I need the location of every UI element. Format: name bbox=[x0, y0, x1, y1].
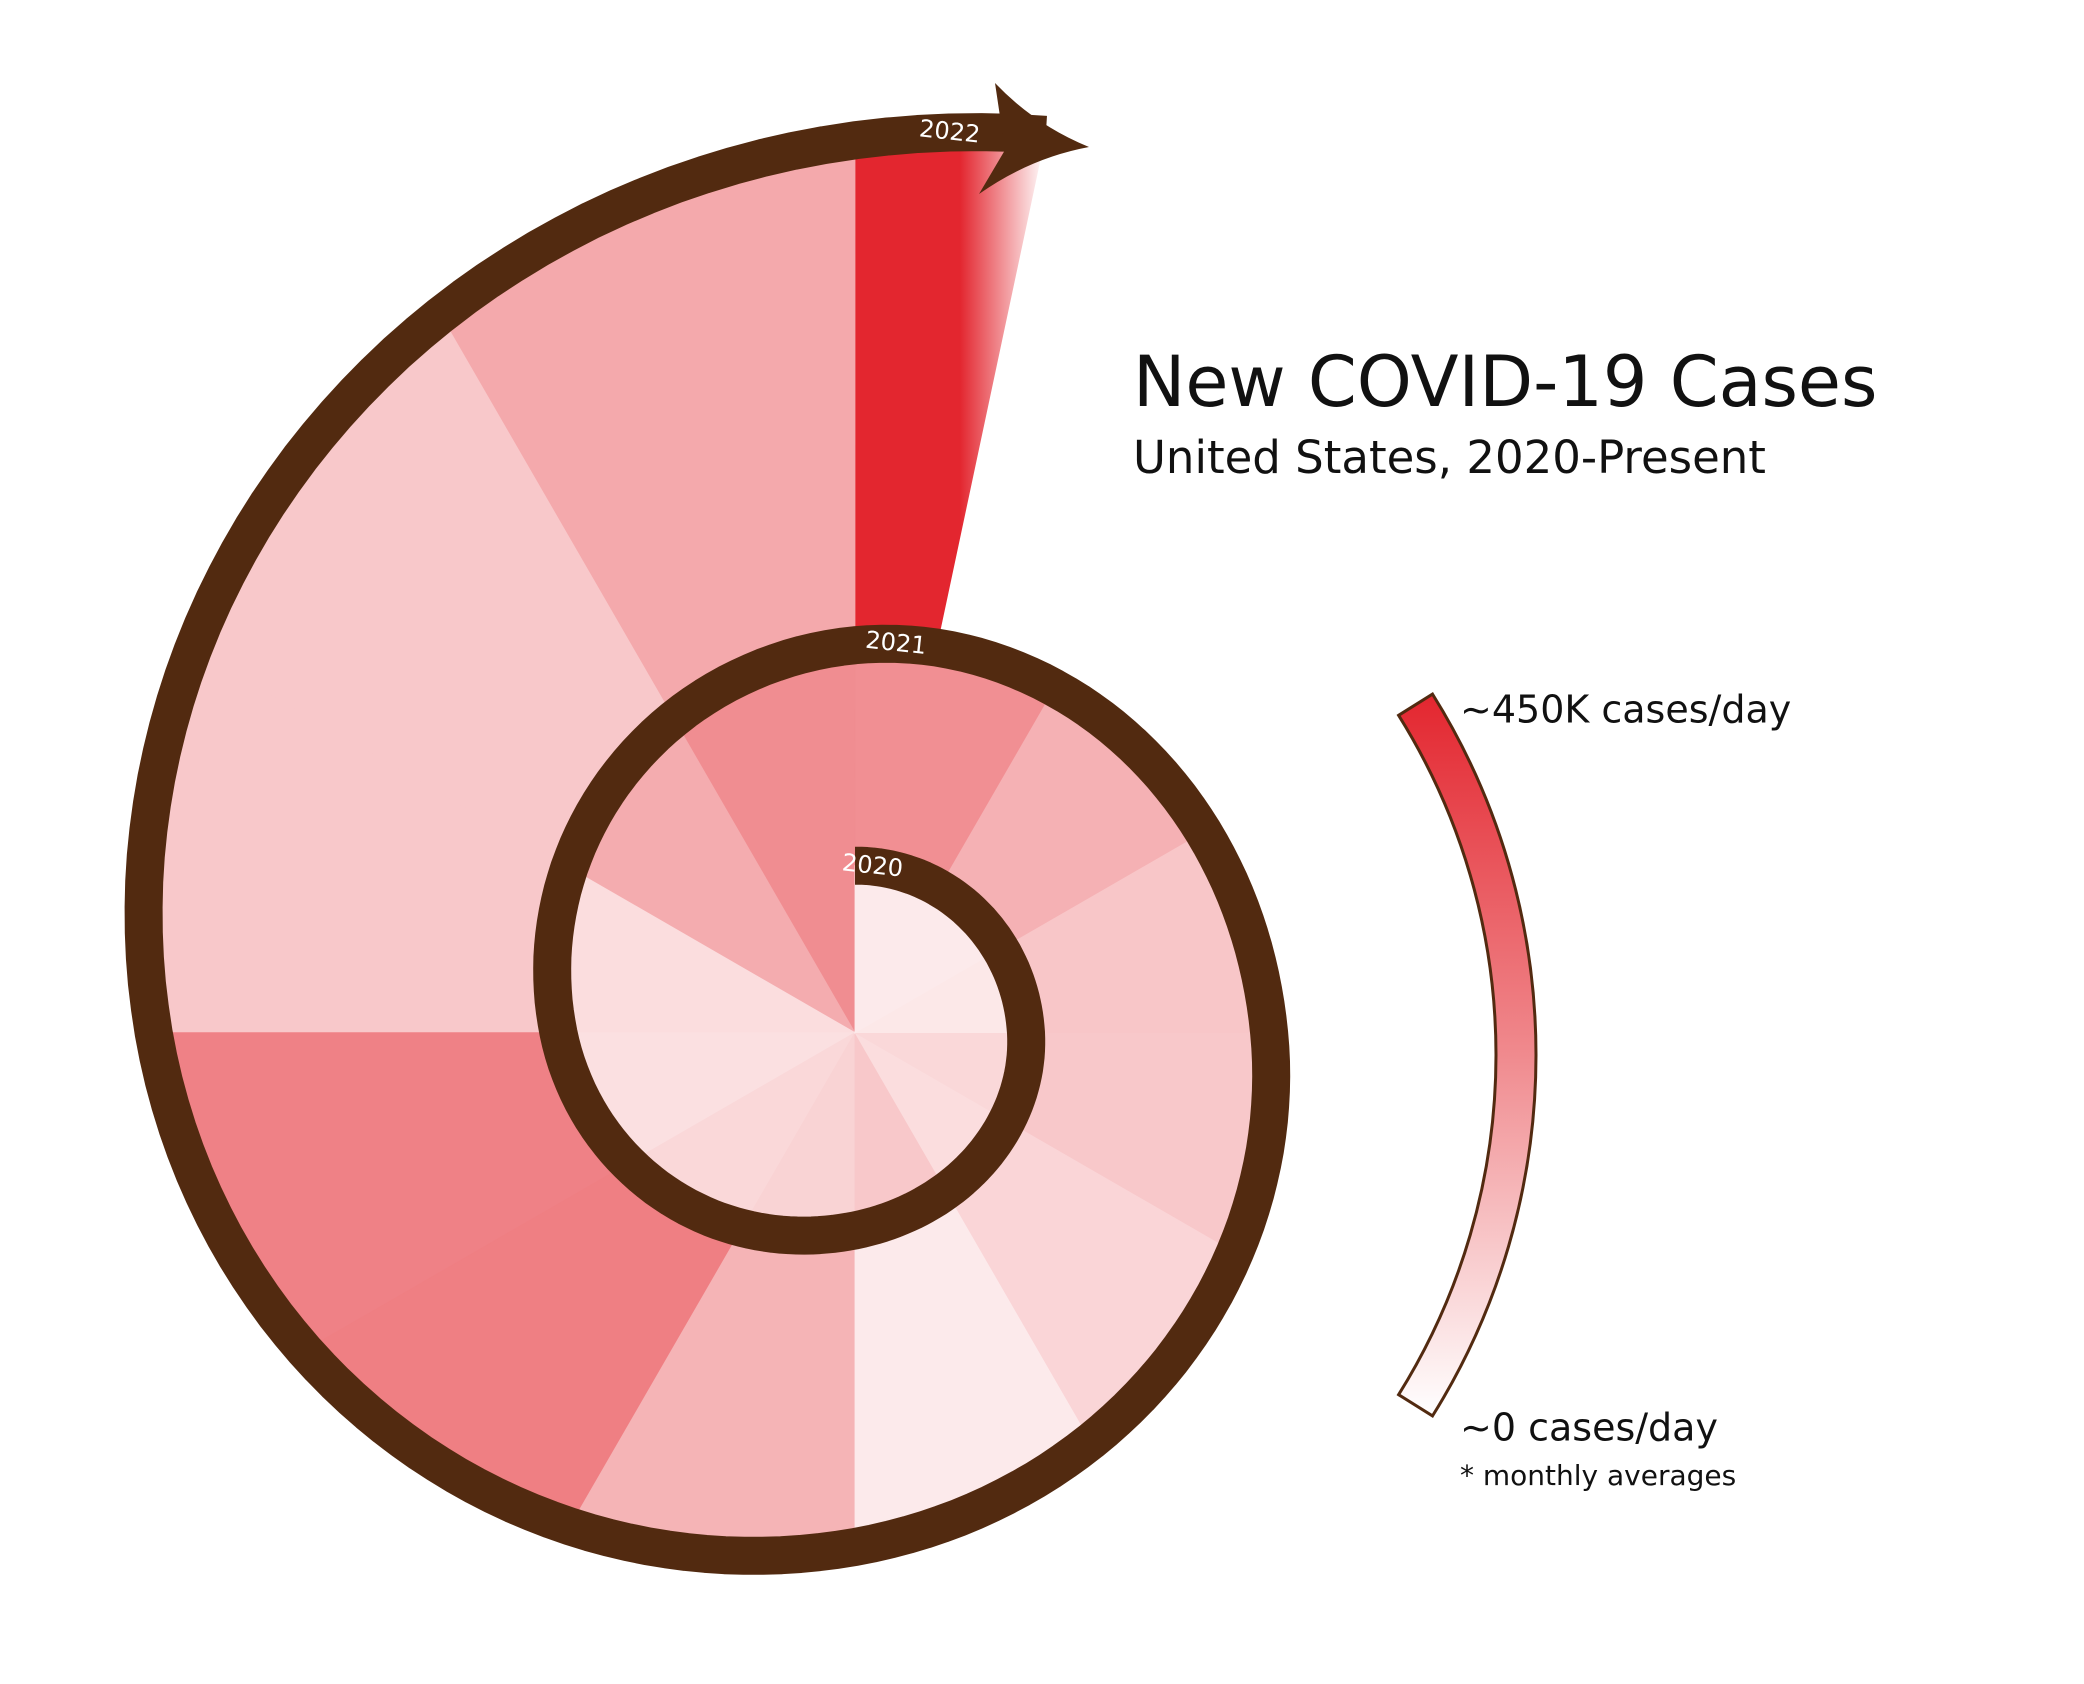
year-label: 2021 bbox=[864, 626, 928, 660]
year-label: 2022 bbox=[918, 114, 982, 148]
legend-min-label: ~0 cases/day bbox=[1460, 1406, 1718, 1450]
legend: ~450K cases/day ~0 cases/day * monthly a… bbox=[1396, 688, 1791, 1492]
legend-max-label: ~450K cases/day bbox=[1460, 688, 1791, 732]
spiral-line bbox=[124, 113, 1291, 1575]
legend-note: * monthly averages bbox=[1460, 1459, 1736, 1492]
chart-title: New COVID-19 Cases bbox=[1133, 341, 1877, 423]
wedges bbox=[143, 132, 1272, 1557]
year-label: 2020 bbox=[841, 848, 905, 882]
arrow-head bbox=[979, 83, 1089, 194]
chart-subtitle: United States, 2020-Present bbox=[1133, 431, 1766, 484]
color-scale-bar bbox=[1396, 692, 1538, 1418]
spiral-group: 2020 2021 2022 bbox=[124, 113, 1291, 1575]
